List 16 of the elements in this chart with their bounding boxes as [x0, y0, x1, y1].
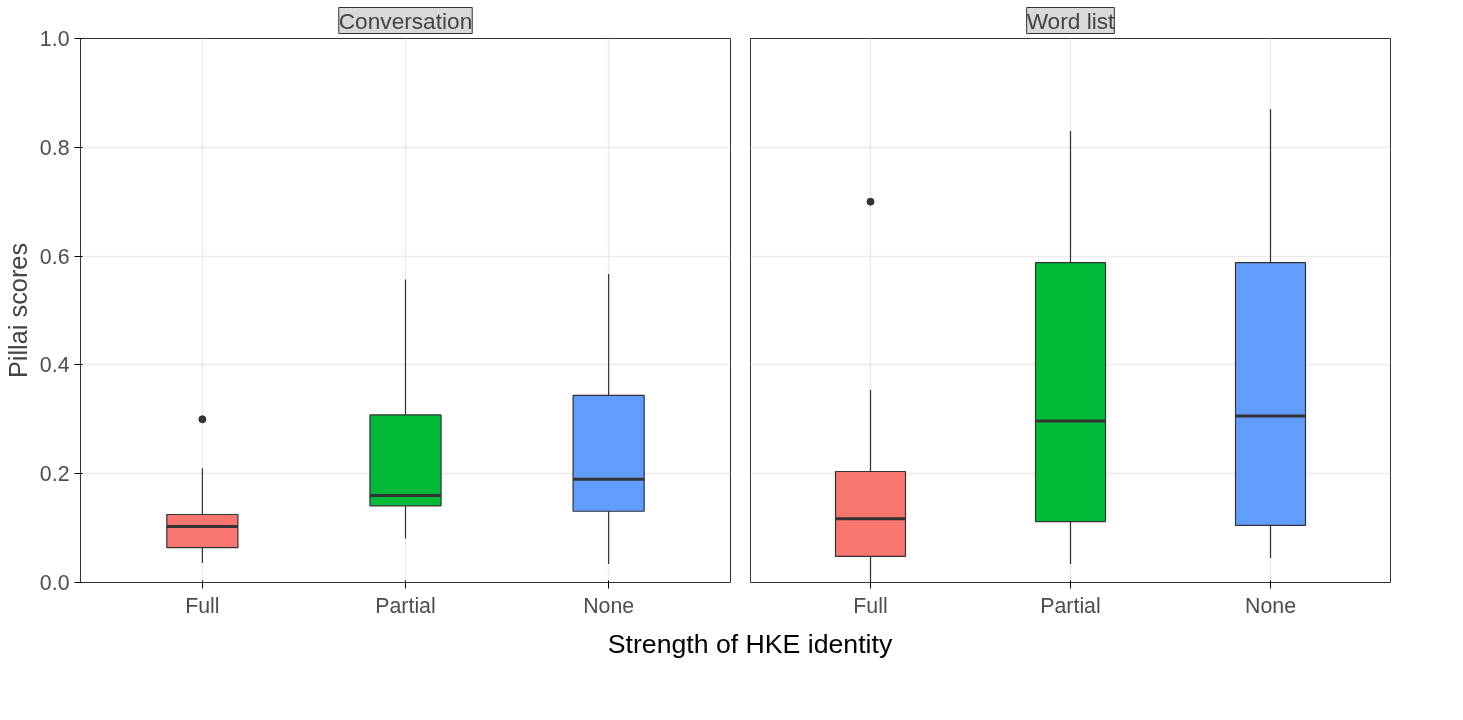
- y-tick-label: 0.6: [39, 244, 70, 269]
- x-tick-label: Full: [853, 593, 888, 618]
- x-tick-label: Partial: [375, 593, 436, 618]
- y-tick-label: 0.0: [39, 571, 70, 595]
- y-tick-label: 1.0: [39, 27, 70, 51]
- x-axis-title: Strength of HKE identity: [607, 628, 893, 661]
- x-tick-label: Partial: [1040, 593, 1101, 618]
- x-tick-label: None: [583, 593, 635, 618]
- y-axis-title: Pillai scores: [3, 242, 32, 379]
- y-tick-label: 0.4: [39, 353, 70, 378]
- x-tick-label: None: [1245, 593, 1297, 618]
- y-tick-label: 0.2: [39, 462, 70, 487]
- x-tick-label: Full: [185, 593, 220, 618]
- y-tick-label: 0.8: [39, 135, 70, 160]
- chart-title: Word list: [1026, 7, 1116, 34]
- chart-title: Conversation: [338, 7, 473, 34]
